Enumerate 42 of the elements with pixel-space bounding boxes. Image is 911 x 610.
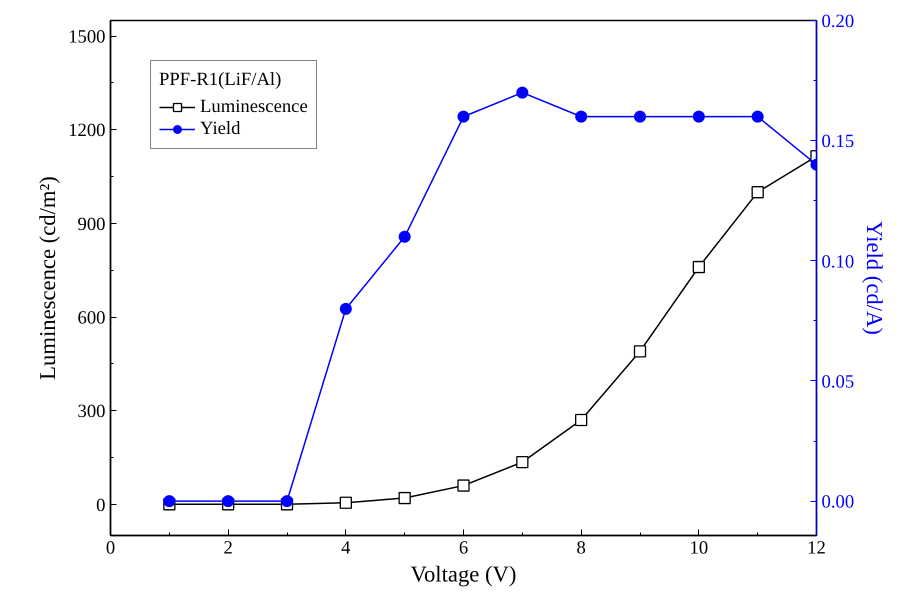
point xyxy=(340,496,352,509)
point xyxy=(692,110,705,123)
y2-tick-label: 0.00 xyxy=(822,492,854,513)
y-tick-label: 1200 xyxy=(68,120,106,142)
y-tick-label: 900 xyxy=(78,214,106,235)
x-tick-label: 8 xyxy=(576,538,586,558)
point xyxy=(692,260,705,274)
y2-tick-label: 0.20 xyxy=(822,11,854,32)
point xyxy=(281,495,293,508)
y-tick-label: 300 xyxy=(78,401,106,422)
y2-axis-title: Yield (cd/A) xyxy=(862,221,888,335)
x-axis-title: Voltage (V) xyxy=(410,562,516,586)
point xyxy=(222,495,234,508)
x-tick-label: 12 xyxy=(807,538,826,558)
legend-label: Luminescence xyxy=(200,96,308,118)
x-tick-label: 10 xyxy=(690,538,708,558)
legend-label: Yield xyxy=(200,118,240,140)
point xyxy=(634,110,646,123)
legend-title: PPF-R1(LiF/Al) xyxy=(159,69,282,91)
point xyxy=(163,495,176,508)
point xyxy=(398,230,411,243)
x-tick-label: 4 xyxy=(341,538,352,558)
point xyxy=(458,110,470,123)
y2-tick-label: 0.10 xyxy=(822,251,854,272)
y-tick-label: 0 xyxy=(96,494,106,516)
y-tick-label: 1500 xyxy=(68,26,106,48)
point xyxy=(516,456,528,468)
y2-tick-label: 0.15 xyxy=(822,131,854,152)
x-tick-label: 6 xyxy=(458,538,468,558)
point xyxy=(398,492,411,504)
y-axis-title: Luminescence (cd/m²) xyxy=(35,176,60,380)
y-tick-label: 600 xyxy=(78,308,106,329)
point xyxy=(340,302,352,315)
point xyxy=(457,479,470,492)
point xyxy=(634,345,646,358)
point xyxy=(575,414,588,426)
point xyxy=(575,110,588,123)
point xyxy=(752,186,764,198)
point xyxy=(516,86,528,99)
x-tick-label: 2 xyxy=(224,538,233,558)
y2-tick-label: 0.05 xyxy=(822,371,854,392)
point xyxy=(752,110,764,123)
